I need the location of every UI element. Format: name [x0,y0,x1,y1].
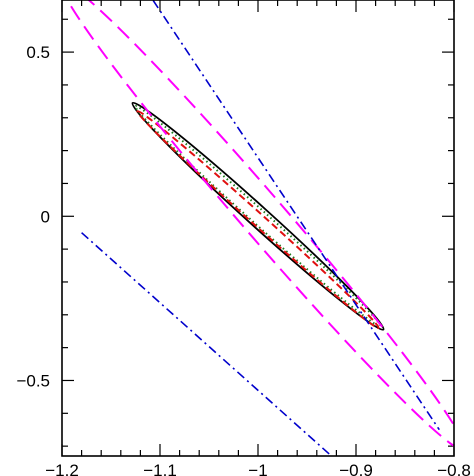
y-tick-label: 0 [41,207,50,226]
plot-frame [61,0,455,457]
tick-labels: −1.2 −1.1 −1 −0.9 −0.8 0.5 0 −0.5 [16,43,470,476]
axis-ticks [61,0,455,456]
data-curves [62,0,454,456]
y-tick-label: −0.5 [16,371,50,390]
x-tick-label: −1.1 [143,461,177,476]
x-tick-label: −0.8 [437,461,471,476]
contour-dashed [136,110,380,330]
x-tick-label: −0.9 [339,461,373,476]
contour-dashdot-line [151,0,440,431]
contour-dotted [134,105,382,328]
contour-dashdot-line [81,232,333,456]
y-tick-label: 0.5 [26,43,50,62]
x-tick-label: −1.2 [45,461,79,476]
x-tick-label: −1 [248,461,267,476]
contour-solid [131,101,385,331]
